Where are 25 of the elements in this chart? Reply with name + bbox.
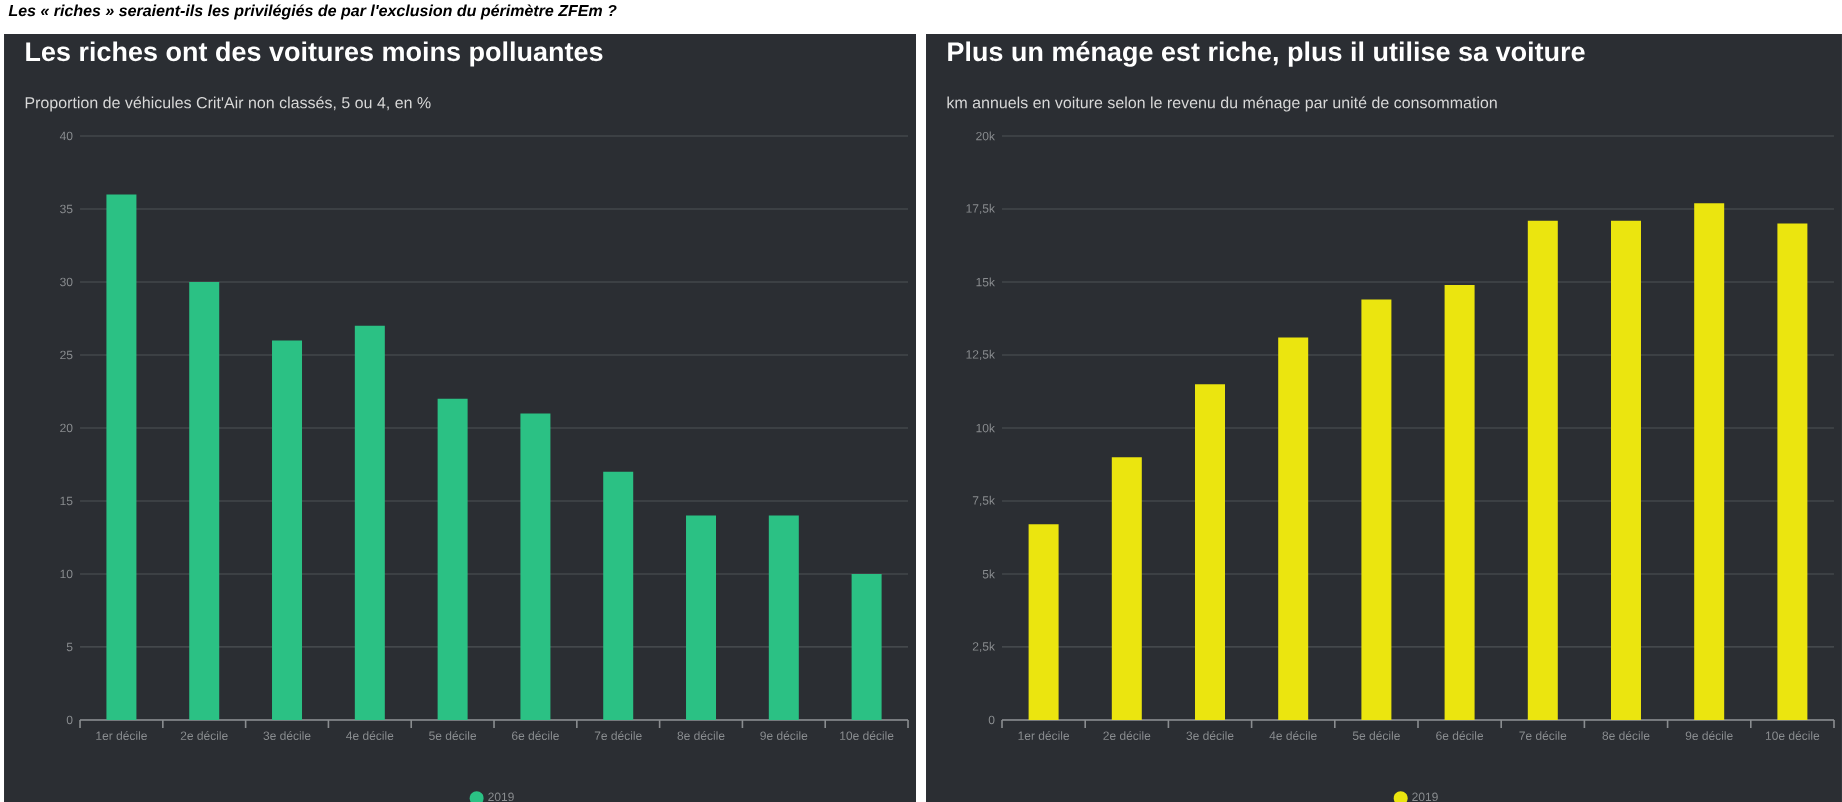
bar (686, 515, 717, 720)
bar (1278, 337, 1309, 720)
bar (1610, 220, 1641, 720)
bar (520, 413, 551, 720)
bar (1694, 203, 1725, 720)
bar (1444, 284, 1475, 720)
chart-subtitle: km annuels en voiture selon le revenu du ménage par unité de consommation (947, 96, 1497, 112)
bar (189, 281, 220, 720)
text: Les « riches » seraient-ils les privilégiés de par l'exclusion du périmètre ZFEm ? (8, 4, 617, 20)
bar (603, 471, 634, 720)
bar (768, 515, 799, 720)
bar (1195, 384, 1225, 720)
chart-subtitle: Proportion de véhicules Crit'Air non classés, 5 ou 4, en % (25, 96, 431, 112)
bar (851, 573, 882, 720)
bar (1777, 223, 1808, 720)
chart-title: Plus un ménage est riche, plus il utilise sa voiture (948, 41, 1585, 67)
chart-title: Les riches ont des voitures moins polluantes (26, 41, 603, 67)
bar (106, 194, 137, 720)
bar (272, 340, 303, 720)
bar (1111, 457, 1142, 720)
bar (1361, 299, 1392, 720)
bar (354, 325, 385, 720)
bar (1028, 524, 1059, 720)
bar (437, 398, 468, 720)
bar (1527, 220, 1558, 720)
